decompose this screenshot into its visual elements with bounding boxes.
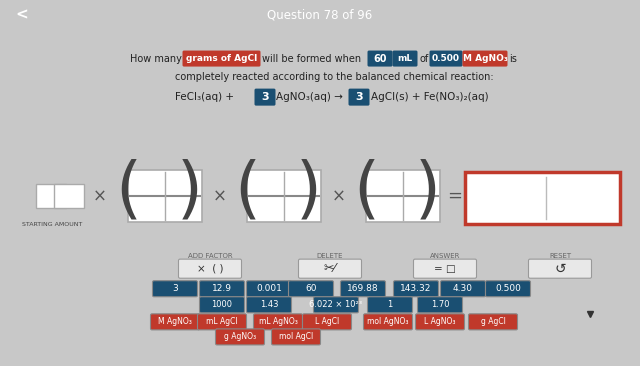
Text: g AgNO₃: g AgNO₃ — [224, 332, 256, 341]
Text: DELETE: DELETE — [317, 253, 343, 259]
Text: AgCl(s) + Fe(NO₃)₂(aq): AgCl(s) + Fe(NO₃)₂(aq) — [371, 92, 488, 102]
Text: 169.88: 169.88 — [347, 284, 379, 293]
FancyBboxPatch shape — [198, 314, 246, 330]
Text: ADD FACTOR: ADD FACTOR — [188, 253, 232, 259]
FancyBboxPatch shape — [417, 297, 463, 313]
Text: 6.022 × 10²³: 6.022 × 10²³ — [309, 300, 363, 309]
FancyBboxPatch shape — [179, 259, 241, 278]
Text: is: is — [509, 54, 517, 64]
FancyBboxPatch shape — [152, 281, 198, 297]
Text: 1000: 1000 — [211, 300, 232, 309]
FancyBboxPatch shape — [246, 281, 291, 297]
FancyBboxPatch shape — [35, 184, 65, 208]
Text: 0.500: 0.500 — [495, 284, 521, 293]
Text: 3: 3 — [172, 284, 178, 293]
FancyBboxPatch shape — [182, 51, 260, 67]
Text: 60: 60 — [373, 53, 387, 64]
Text: AgNO₃(aq) →: AgNO₃(aq) → — [276, 92, 343, 102]
FancyBboxPatch shape — [200, 281, 244, 297]
Text: 12.9: 12.9 — [212, 284, 232, 293]
Text: 0.500: 0.500 — [432, 54, 460, 63]
Text: 60: 60 — [305, 284, 317, 293]
Text: How many: How many — [130, 54, 182, 64]
Text: ✂⁄: ✂⁄ — [324, 262, 336, 275]
FancyBboxPatch shape — [54, 184, 83, 208]
Text: STARTING AMOUNT: STARTING AMOUNT — [22, 223, 82, 227]
FancyBboxPatch shape — [413, 259, 477, 278]
Text: (: ( — [353, 158, 379, 224]
Text: RESET: RESET — [549, 253, 571, 259]
Text: ×: × — [93, 187, 107, 205]
FancyBboxPatch shape — [246, 297, 291, 313]
Text: 3: 3 — [261, 92, 269, 102]
FancyBboxPatch shape — [463, 51, 508, 67]
FancyBboxPatch shape — [367, 51, 392, 67]
Text: ×: × — [213, 187, 227, 205]
Text: 1: 1 — [387, 300, 392, 309]
Text: ): ) — [415, 158, 441, 224]
Text: 1.70: 1.70 — [431, 300, 449, 309]
Text: ): ) — [177, 158, 203, 224]
FancyBboxPatch shape — [289, 281, 333, 297]
FancyBboxPatch shape — [200, 297, 244, 313]
Text: <: < — [15, 8, 28, 22]
Text: ): ) — [296, 158, 322, 224]
FancyBboxPatch shape — [298, 259, 362, 278]
Text: of: of — [419, 54, 428, 64]
FancyBboxPatch shape — [364, 314, 413, 330]
Text: FeCl₃(aq) +: FeCl₃(aq) + — [175, 92, 234, 102]
Text: Question 78 of 96: Question 78 of 96 — [268, 8, 372, 22]
Text: (: ( — [234, 158, 260, 224]
FancyBboxPatch shape — [486, 281, 531, 297]
FancyBboxPatch shape — [392, 51, 417, 67]
Text: 1.43: 1.43 — [260, 300, 278, 309]
Text: mol AgCl: mol AgCl — [279, 332, 313, 341]
FancyBboxPatch shape — [303, 314, 351, 330]
Text: M AgNO₃: M AgNO₃ — [463, 54, 508, 63]
FancyBboxPatch shape — [465, 172, 620, 224]
FancyBboxPatch shape — [247, 170, 321, 222]
Text: M AgNO₃: M AgNO₃ — [158, 317, 192, 326]
Text: =: = — [447, 187, 463, 205]
Text: mL AgCl: mL AgCl — [206, 317, 238, 326]
FancyBboxPatch shape — [216, 329, 264, 345]
Text: L AgCl: L AgCl — [315, 317, 339, 326]
Text: mL AgNO₃: mL AgNO₃ — [259, 317, 298, 326]
Text: mL: mL — [397, 54, 413, 63]
FancyBboxPatch shape — [415, 314, 465, 330]
Text: L AgNO₃: L AgNO₃ — [424, 317, 456, 326]
Text: 4.30: 4.30 — [453, 284, 473, 293]
Text: g AgCl: g AgCl — [481, 317, 506, 326]
FancyBboxPatch shape — [367, 297, 413, 313]
Text: ANSWER: ANSWER — [430, 253, 460, 259]
FancyBboxPatch shape — [366, 170, 440, 222]
Text: 143.32: 143.32 — [400, 284, 432, 293]
FancyBboxPatch shape — [314, 297, 358, 313]
FancyBboxPatch shape — [340, 281, 385, 297]
Text: 3: 3 — [355, 92, 363, 102]
FancyBboxPatch shape — [255, 89, 275, 106]
FancyBboxPatch shape — [440, 281, 486, 297]
Text: = □: = □ — [434, 264, 456, 274]
FancyBboxPatch shape — [429, 51, 463, 67]
FancyBboxPatch shape — [271, 329, 321, 345]
Text: completely reacted according to the balanced chemical reaction:: completely reacted according to the bala… — [175, 72, 493, 82]
Text: grams of AgCl: grams of AgCl — [186, 54, 257, 63]
Text: ↺: ↺ — [554, 262, 566, 276]
FancyBboxPatch shape — [128, 170, 202, 222]
FancyBboxPatch shape — [253, 314, 303, 330]
Text: mol AgNO₃: mol AgNO₃ — [367, 317, 409, 326]
FancyBboxPatch shape — [394, 281, 438, 297]
Text: 0.001: 0.001 — [256, 284, 282, 293]
FancyBboxPatch shape — [150, 314, 200, 330]
FancyBboxPatch shape — [468, 314, 518, 330]
Text: ×  ( ): × ( ) — [196, 264, 223, 274]
FancyBboxPatch shape — [529, 259, 591, 278]
Text: (: ( — [115, 158, 141, 224]
FancyBboxPatch shape — [349, 89, 369, 106]
Text: ×: × — [332, 187, 346, 205]
Text: will be formed when: will be formed when — [262, 54, 361, 64]
